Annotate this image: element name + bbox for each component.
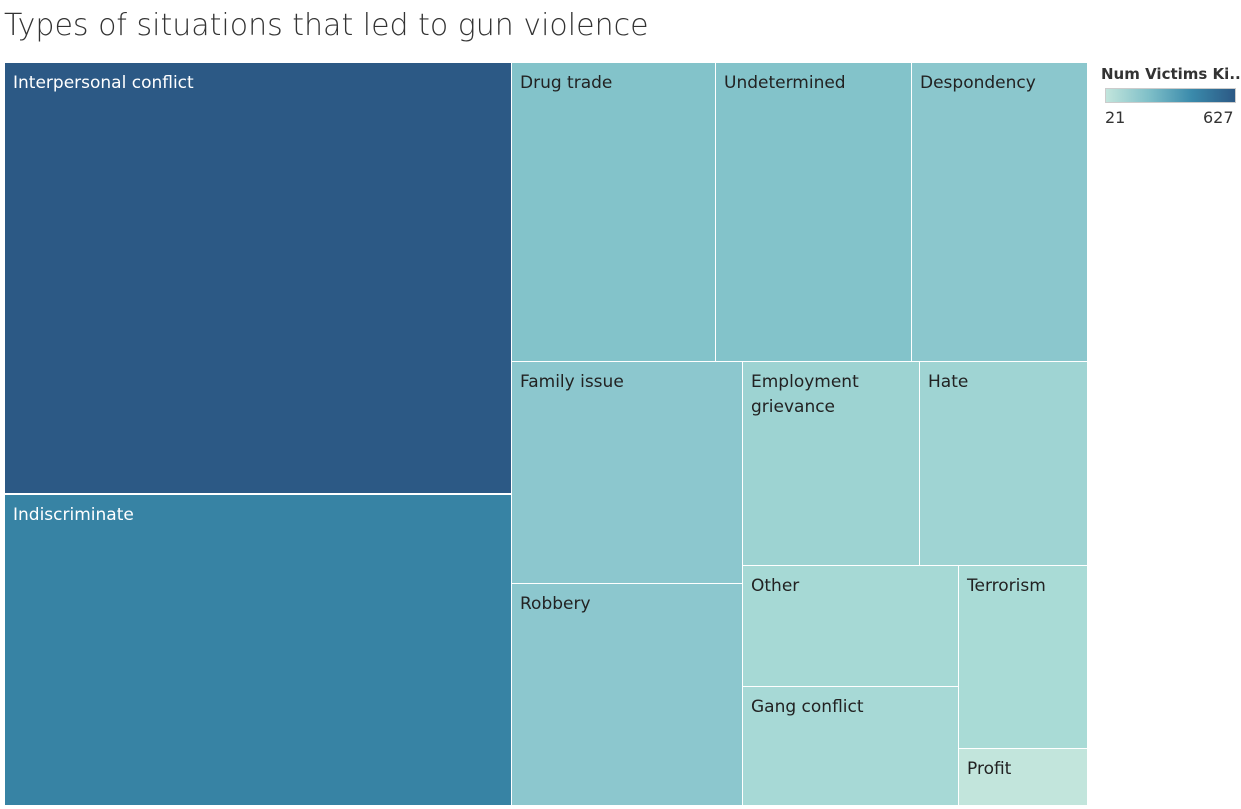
treemap-tile-label: Undetermined xyxy=(724,73,846,93)
treemap-tile[interactable]: Profit xyxy=(958,748,1088,806)
treemap-tile-label: Gang conflict xyxy=(751,697,864,717)
treemap-tile-label: Other xyxy=(751,576,800,596)
treemap-tile[interactable]: Undetermined xyxy=(715,62,912,362)
treemap-tile[interactable]: Interpersonal conflict xyxy=(4,62,512,494)
treemap-tile[interactable]: Gang conflict xyxy=(742,686,959,806)
treemap-tile[interactable]: Family issue xyxy=(511,361,743,584)
treemap-tile[interactable]: Robbery xyxy=(511,583,743,806)
treemap-tile-label: Hate xyxy=(928,372,969,392)
legend-title: Num Victims Ki.. xyxy=(1101,65,1241,83)
treemap-tile-label: Terrorism xyxy=(967,576,1046,596)
treemap-tile[interactable]: Drug trade xyxy=(511,62,716,362)
legend-max-label: 627 xyxy=(1203,108,1234,127)
treemap-tile-label: Interpersonal conflict xyxy=(13,73,194,93)
treemap-tile-label: Drug trade xyxy=(520,73,613,93)
treemap-tile[interactable]: Other xyxy=(742,565,959,687)
treemap-tile-label: Family issue xyxy=(520,372,624,392)
treemap-tile[interactable]: Terrorism xyxy=(958,565,1088,749)
chart-title: Types of situations that led to gun viol… xyxy=(4,8,649,43)
treemap-tile-label: Despondency xyxy=(920,73,1036,93)
treemap-tile-label: Employment grievance xyxy=(751,372,859,417)
treemap-tile[interactable]: Indiscriminate xyxy=(4,494,512,806)
legend-min-label: 21 xyxy=(1105,108,1126,127)
treemap-tile[interactable]: Hate xyxy=(919,361,1088,566)
treemap-tile-label: Profit xyxy=(967,759,1012,779)
treemap-tile[interactable]: Despondency xyxy=(911,62,1088,362)
treemap-tile-label: Indiscriminate xyxy=(13,505,134,525)
treemap-tile-label: Robbery xyxy=(520,594,591,614)
treemap-tile[interactable]: Employment grievance xyxy=(742,361,920,566)
legend-color-bar xyxy=(1105,88,1236,103)
